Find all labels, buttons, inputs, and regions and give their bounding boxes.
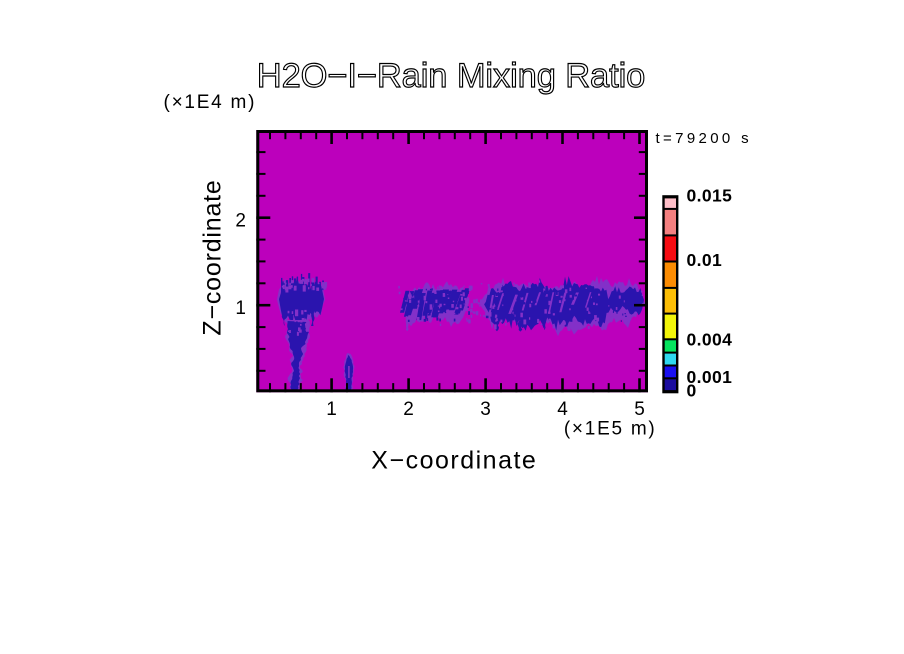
svg-text:0: 0 <box>687 381 697 401</box>
svg-text:4: 4 <box>557 399 568 420</box>
svg-text:0.015: 0.015 <box>687 186 733 206</box>
svg-text:1: 1 <box>326 399 337 420</box>
svg-text:(×1E5 m): (×1E5 m) <box>564 419 657 440</box>
svg-text:X−coordinate: X−coordinate <box>371 447 537 475</box>
svg-text:1: 1 <box>235 298 246 319</box>
svg-text:5: 5 <box>634 399 645 420</box>
svg-text:(×1E4 m): (×1E4 m) <box>164 92 257 113</box>
svg-text:t=79200 s: t=79200 s <box>656 130 752 147</box>
svg-text:Z−coordinate: Z−coordinate <box>198 179 226 335</box>
svg-text:0.004: 0.004 <box>687 330 733 350</box>
svg-text:2: 2 <box>235 211 246 232</box>
svg-text:2: 2 <box>403 399 414 420</box>
svg-text:0.01: 0.01 <box>687 250 723 270</box>
svg-text:3: 3 <box>480 399 491 420</box>
svg-text:H2O−I−Rain Mixing Ratio: H2O−I−Rain Mixing Ratio <box>257 57 645 95</box>
svg-text:0.001: 0.001 <box>687 367 733 387</box>
